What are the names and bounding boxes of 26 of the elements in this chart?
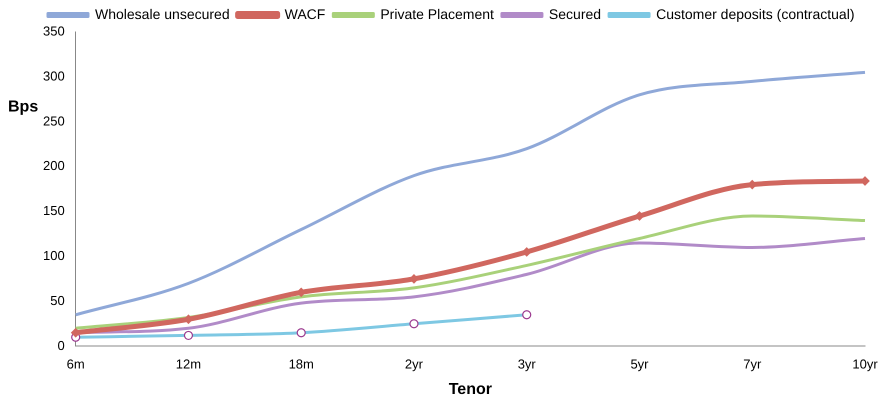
x-tick-label: 6m: [66, 356, 85, 372]
legend-label: WACF: [284, 6, 326, 22]
y-axis-title: Bps: [8, 98, 38, 116]
x-tick-label: 12m: [176, 356, 202, 372]
legend-label: Private Placement: [380, 6, 494, 22]
x-tick-label: 7yr: [743, 356, 762, 372]
y-tick-label: 100: [42, 248, 65, 264]
y-tick-label: 50: [50, 292, 65, 308]
y-tick-label: 350: [42, 24, 65, 39]
x-tick-label: 10yr: [852, 356, 878, 372]
x-tick-label: 2yr: [404, 356, 424, 372]
y-tick-label: 200: [42, 158, 65, 174]
x-tick-label: 5yr: [630, 356, 650, 372]
x-tick-label: 3yr: [518, 356, 536, 372]
legend-label: Secured: [548, 6, 602, 22]
point: [522, 247, 532, 257]
legend-label: Wholesale unsecured: [95, 6, 230, 22]
point: [634, 211, 644, 221]
y-tick-label: 150: [42, 203, 65, 218]
y-tick-label: 0: [57, 338, 65, 353]
legend-label: Customer deposits (contractual): [656, 6, 854, 22]
x-axis-title: Tenor: [448, 380, 492, 398]
x-tick-label: 18m: [288, 356, 314, 372]
line-series: [74, 70, 866, 316]
y-tick-label: 300: [42, 68, 65, 84]
y-tick-label: 250: [42, 113, 65, 128]
